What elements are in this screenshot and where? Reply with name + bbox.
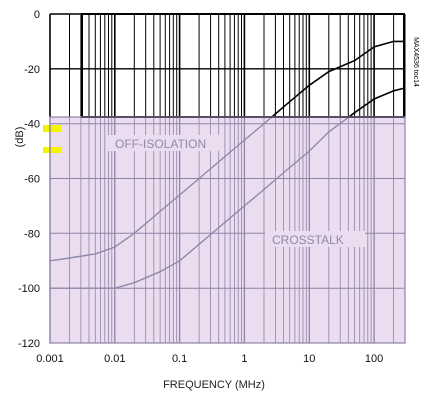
y-tick-label: -60 [24, 174, 40, 186]
plot-background [50, 117, 405, 343]
series-crosstalk-point [328, 131, 330, 133]
plot-frame-lower [49, 116, 406, 344]
left-highlight [43, 125, 61, 132]
series-lower [49, 117, 350, 290]
series-crosstalk-point [308, 150, 311, 152]
series-crosstalk-point [243, 205, 246, 207]
annotation-bg-crosstalk [265, 231, 365, 247]
y-tick-label: 0 [34, 9, 40, 21]
series-crosstalk-point [68, 287, 71, 290]
y-axis-label: (dB) [14, 127, 26, 148]
x-tick-label: 100 [365, 353, 383, 365]
series-crosstalk-point [114, 287, 116, 290]
series-off-isolation-point [198, 177, 200, 180]
series-off-isolation-point [159, 210, 161, 213]
series-off-isolation-line [49, 117, 273, 262]
series-crosstalk-point [288, 166, 291, 169]
series-crosstalk-line [50, 117, 350, 289]
series-crosstalk-point [178, 260, 181, 262]
series-crosstalk-point [263, 188, 265, 191]
series-crosstalk-point [198, 243, 200, 246]
series-off-isolation-point [178, 194, 181, 196]
left-highlight-2 [43, 147, 61, 153]
y-tick-label: -80 [24, 228, 40, 240]
x-axis-label: FREQUENCY (MHz) [163, 379, 265, 391]
series-off-isolation-point [243, 139, 246, 141]
y-tick-label: -100 [18, 283, 40, 295]
grid-upper [49, 13, 406, 117]
series-off-isolation-point [114, 246, 116, 248]
series-off-isolation-line [270, 40, 405, 117]
series-off-isolation-point [133, 232, 136, 235]
y-tick-label: -20 [24, 64, 40, 76]
y-tick-label: -120 [18, 338, 40, 350]
x-tick-label: 0.001 [36, 353, 64, 365]
x-tick-label: 10 [303, 353, 315, 365]
plot-top-band [82, 14, 404, 117]
series-crosstalk-point [159, 270, 161, 273]
x-tick-label: 0.01 [104, 353, 125, 365]
x-tick-labels: 0.001 0.01 0.1 1 10 100 [36, 353, 383, 365]
part-number: MAX4536 toc14 [412, 37, 419, 87]
annotation-crosstalk: CROSSTALK [272, 233, 344, 247]
series-off-isolation-point [263, 122, 265, 125]
annotation-bg-off-isolation [108, 135, 220, 151]
series-off-isolation-point [224, 155, 226, 158]
series-off-isolation-point [68, 257, 71, 259]
series-crosstalk-line [347, 87, 406, 117]
series-crosstalk-point [133, 281, 136, 284]
x-tick-label: 1 [241, 353, 247, 365]
series-crosstalk-point [224, 221, 226, 224]
y-tick-labels: 0 -20 -40 -60 -80 -100 -120 [18, 9, 40, 350]
series-crosstalk-point [94, 287, 97, 290]
y-tick-label: -40 [24, 119, 40, 131]
x-tick-label: 0.1 [172, 353, 187, 365]
series-upper [270, 40, 406, 117]
series-off-isolation-point [94, 253, 97, 255]
annotation-off-isolation: OFF-ISOLATION [115, 137, 206, 151]
